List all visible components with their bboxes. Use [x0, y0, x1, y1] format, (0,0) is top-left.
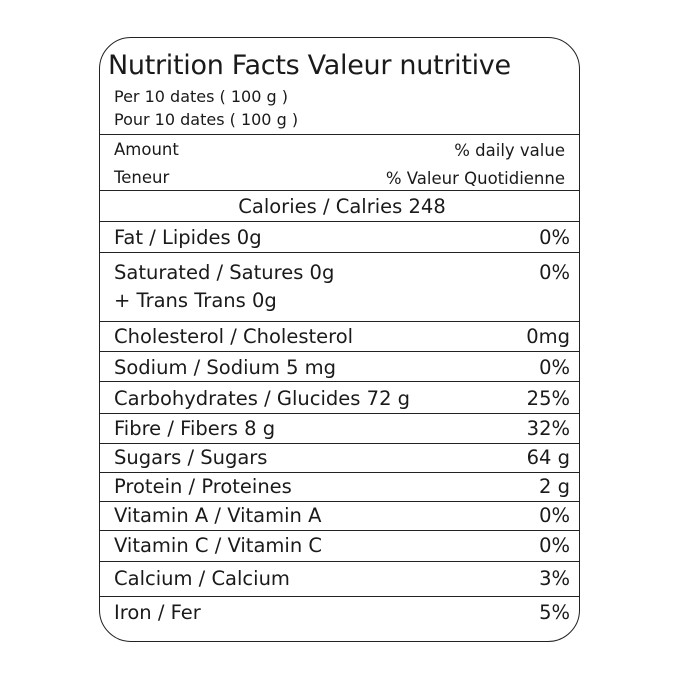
divider [99, 221, 580, 222]
nutrient-row-cholesterol: Cholesterol / Cholesterol 0mg [114, 321, 570, 351]
nutrient-value: 2 g [539, 475, 570, 498]
divider [99, 351, 580, 352]
nutrient-row-sodium: Sodium / Sodium 5 mg 0% [114, 352, 570, 382]
nutrient-label: Saturated / Satures 0g [114, 260, 335, 284]
nutrient-sublabel: + Trans Trans 0g [114, 288, 277, 312]
nutrient-row-carbohydrates: Carbohydrates / Glucides 72 g 25% [114, 382, 570, 414]
nutrient-row-iron: Iron / Fer 5% [114, 597, 570, 628]
daily-value-heading-en: % daily value [454, 141, 565, 160]
nutrient-row-vitamin-c: Vitamin C / Vitamin C 0% [114, 530, 570, 561]
nutrient-label: Sugars / Sugars [114, 446, 268, 469]
divider [99, 190, 580, 191]
amount-heading-fr: Teneur [114, 168, 170, 187]
calories-row: Calories / Calries 248 [114, 191, 570, 222]
nutrient-label: Cholesterol / Cholesterol [114, 324, 354, 348]
daily-value-heading-fr: % Valeur Quotidienne [385, 169, 565, 188]
nutrient-row-fibre: Fibre / Fibers 8 g 32% [114, 413, 570, 443]
divider [99, 321, 580, 322]
divider [99, 134, 580, 135]
nutrient-value: 5% [539, 601, 570, 624]
nutrient-value: 0% [539, 260, 570, 284]
nutrient-value: 0% [539, 504, 570, 527]
nutrient-label: Iron / Fer [114, 601, 201, 624]
nutrient-label: Fat / Lipides 0g [114, 225, 262, 249]
nutrient-label: Fibre / Fibers 8 g [114, 416, 276, 440]
divider [99, 561, 580, 562]
nutrient-value: 64 g [526, 446, 570, 469]
nutrient-row-saturated: Saturated / Satures 0g 0% [114, 258, 570, 286]
nutrient-row-vitamin-a: Vitamin A / Vitamin A 0% [114, 501, 570, 530]
label-title: Nutrition Facts Valeur nutritive [108, 50, 511, 81]
amount-heading-en: Amount [114, 140, 179, 159]
divider [99, 472, 580, 473]
divider [99, 530, 580, 531]
nutrient-label: Vitamin C / Vitamin C [114, 534, 322, 557]
nutrient-row-sugars: Sugars / Sugars 64 g [114, 443, 570, 472]
nutrient-label: Calcium / Calcium [114, 567, 290, 590]
nutrient-value: 32% [526, 416, 570, 440]
nutrition-label-border [99, 37, 580, 642]
serving-size-fr: Pour 10 dates ( 100 g ) [114, 110, 299, 129]
nutrient-value: 3% [539, 567, 570, 590]
nutrient-label: Protein / Proteines [114, 475, 292, 498]
nutrient-row-protein: Protein / Proteines 2 g [114, 472, 570, 501]
nutrient-row-fat: Fat / Lipides 0g 0% [114, 222, 570, 252]
nutrient-value: 0% [539, 225, 570, 249]
divider [99, 596, 580, 597]
divider [99, 413, 580, 414]
divider [99, 501, 580, 502]
divider [99, 381, 580, 382]
nutrient-label: Vitamin A / Vitamin A [114, 504, 322, 527]
nutrient-row-calcium: Calcium / Calcium 3% [114, 561, 570, 596]
serving-size-en: Per 10 dates ( 100 g ) [114, 87, 288, 106]
divider [99, 443, 580, 444]
nutrient-value: 0% [539, 355, 570, 379]
nutrient-label: Carbohydrates / Glucides 72 g [114, 386, 411, 410]
nutrient-label: Sodium / Sodium 5 mg [114, 355, 337, 379]
divider [99, 252, 580, 253]
nutrient-row-trans: + Trans Trans 0g [114, 286, 570, 314]
nutrient-value: 25% [526, 386, 570, 410]
nutrient-value: 0% [539, 534, 570, 557]
calories-text: Calories / Calries 248 [238, 195, 446, 218]
nutrient-value: 0mg [526, 324, 570, 348]
